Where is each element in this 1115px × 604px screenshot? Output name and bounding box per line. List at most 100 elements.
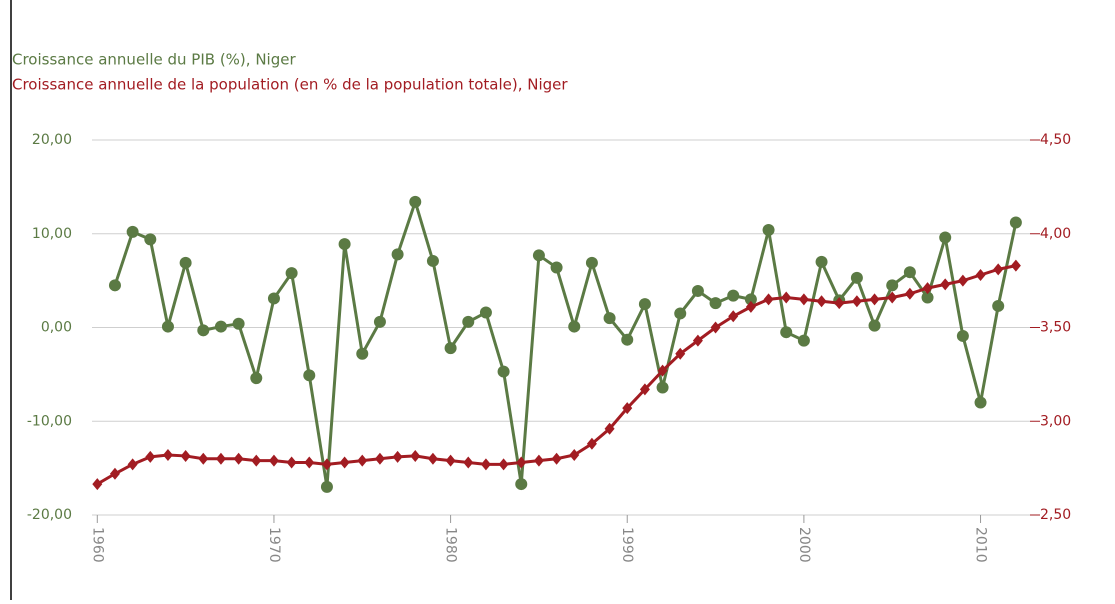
point xyxy=(1009,216,1022,229)
point xyxy=(674,307,687,320)
point xyxy=(357,454,368,467)
point xyxy=(781,291,792,304)
point xyxy=(374,452,385,465)
point xyxy=(569,449,580,461)
point xyxy=(161,320,174,333)
y2-tick-label: 3,50 xyxy=(1040,320,1071,336)
y2-tick-label: 3,00 xyxy=(1040,413,1071,429)
point xyxy=(921,291,934,304)
point xyxy=(622,402,633,415)
point xyxy=(214,320,227,333)
y-tick-label: -20,00 xyxy=(27,507,72,523)
point xyxy=(444,342,457,355)
point xyxy=(532,249,545,262)
x-tick-label: 1970 xyxy=(266,527,282,563)
point xyxy=(198,452,209,465)
x-tick-label: 1980 xyxy=(443,527,459,563)
y-tick-label: -10,00 xyxy=(27,413,72,429)
point xyxy=(834,297,845,310)
point xyxy=(922,282,933,295)
point xyxy=(409,195,422,208)
point xyxy=(427,452,438,465)
point xyxy=(516,456,527,469)
point xyxy=(285,267,298,280)
point xyxy=(851,295,862,308)
point xyxy=(762,224,775,236)
point xyxy=(251,454,262,467)
point xyxy=(691,284,704,297)
point xyxy=(550,261,563,274)
point xyxy=(974,396,987,409)
point xyxy=(445,454,456,467)
point xyxy=(162,449,173,461)
point xyxy=(320,480,333,493)
point xyxy=(338,238,351,251)
point xyxy=(993,263,1004,276)
y-tick-label: 20,00 xyxy=(32,132,72,148)
point xyxy=(621,333,634,346)
point xyxy=(108,279,121,292)
point xyxy=(126,225,139,238)
point xyxy=(233,452,244,465)
point xyxy=(798,293,809,306)
point xyxy=(956,329,969,342)
point xyxy=(109,467,120,480)
point xyxy=(568,320,581,333)
series-line xyxy=(113,196,1018,488)
point xyxy=(604,422,615,435)
chart-title: Croissance annuelle du PIB (%), Niger xyxy=(12,51,296,69)
x-tick-label: 2010 xyxy=(973,527,989,563)
point xyxy=(1010,259,1021,272)
point xyxy=(268,454,279,467)
point xyxy=(321,458,332,471)
point xyxy=(638,298,651,311)
point xyxy=(215,452,226,465)
point xyxy=(92,478,103,491)
point xyxy=(373,315,386,328)
point xyxy=(868,319,881,332)
point xyxy=(426,254,439,267)
point xyxy=(515,478,528,491)
point xyxy=(303,369,316,382)
point xyxy=(180,449,191,462)
point xyxy=(816,295,827,308)
point xyxy=(886,279,899,292)
point xyxy=(939,231,952,244)
point xyxy=(780,326,793,339)
point xyxy=(727,289,740,302)
point xyxy=(127,458,138,471)
point xyxy=(410,449,421,462)
y-tick-label: 10,00 xyxy=(32,226,72,242)
point xyxy=(179,256,192,269)
point xyxy=(904,287,915,300)
point xyxy=(586,437,597,450)
point xyxy=(480,458,491,471)
point xyxy=(887,291,898,304)
point xyxy=(585,256,598,269)
point xyxy=(232,317,245,330)
point xyxy=(815,255,828,268)
point xyxy=(304,456,315,469)
chart-subtitle: Croissance annuelle de la population (en… xyxy=(12,76,568,94)
x-tick-label: 2000 xyxy=(796,527,812,563)
y-tick-label: 0,00 xyxy=(41,320,72,336)
point xyxy=(498,458,509,471)
point xyxy=(551,452,562,465)
point xyxy=(940,278,951,291)
point xyxy=(267,292,280,305)
point xyxy=(463,456,474,469)
point xyxy=(145,450,156,463)
point xyxy=(675,347,686,360)
y2-tick-label: 4,50 xyxy=(1040,132,1071,148)
x-tick-label: 1960 xyxy=(89,527,105,563)
point xyxy=(656,381,669,394)
point xyxy=(850,271,863,284)
point xyxy=(197,324,210,337)
point xyxy=(639,383,650,396)
point xyxy=(745,300,756,313)
point xyxy=(603,312,616,325)
point xyxy=(339,456,350,469)
point xyxy=(763,293,774,306)
point xyxy=(692,334,703,347)
